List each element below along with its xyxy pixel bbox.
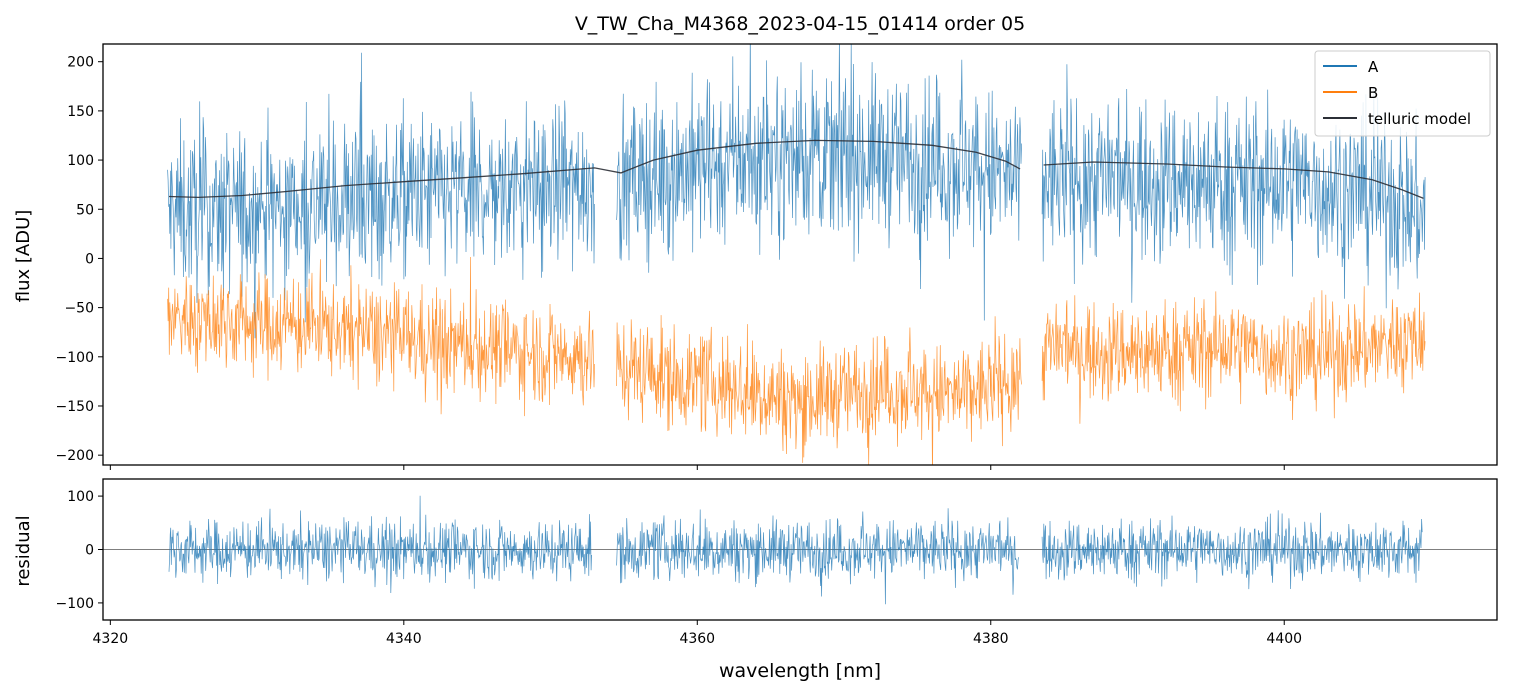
y-tick-label: −200 [56,448,94,464]
y-tick-label: −150 [56,399,94,415]
series-residual-segment-3 [1041,510,1423,590]
x-tick-label: 4380 [973,631,1009,647]
series-b-segment-1 [167,256,595,417]
legend-label-telluric: telluric model [1368,110,1471,128]
residual-axes: −100 0 100 4320 4340 4360 4380 4400 [56,489,1303,647]
main-y-axis-label: flux [ADU] [13,210,34,303]
x-axis-label: wavelength [nm] [719,660,881,682]
main-axes: −200 −150 −100 −50 0 50 100 150 200 [56,55,1285,470]
main-panel: −200 −150 −100 −50 0 50 100 150 200 flux [ADU] [13,43,1498,470]
series-residual-segment-1 [168,495,592,594]
y-tick-label: −100 [56,350,94,366]
legend-box [1314,50,1491,137]
x-tick-label: 4400 [1266,631,1302,647]
main-panel-frame [102,43,1498,466]
legend-label-a: A [1368,58,1379,76]
residual-panel: −100 0 100 4320 4340 4360 4380 4400 residual wa… [13,478,1498,682]
x-tick-label: 4320 [93,631,129,647]
series-b-segment-3 [1041,286,1426,424]
y-tick-label: 0 [85,543,94,559]
y-tick-label: −50 [64,301,94,317]
series-b-segment-2 [616,315,1022,465]
residual-plot-area [103,495,1497,605]
y-tick-label: 50 [76,202,94,218]
y-tick-label: 100 [67,153,94,169]
y-tick-label: 100 [67,489,94,505]
main-plot-area [167,44,1426,465]
series-a-segment-2 [616,44,1022,321]
series-telluric-model-line [168,139,1424,200]
x-tick-label: 4340 [386,631,422,647]
residual-panel-frame [102,478,1498,621]
series-a-segment-1 [167,52,595,339]
series-residual-segment-2 [616,508,1019,605]
y-tick-label: 150 [67,104,94,120]
x-tick-label: 4360 [679,631,715,647]
residual-y-axis-label: residual [13,515,34,586]
y-tick-label: 0 [85,251,94,267]
legend: A B telluric model [1314,50,1491,137]
y-tick-label: −100 [56,596,94,612]
legend-label-b: B [1368,84,1378,102]
y-tick-label: 200 [67,55,94,71]
chart-title: V_TW_Cha_M4368_2023-04-15_01414 order 05 [575,13,1025,35]
